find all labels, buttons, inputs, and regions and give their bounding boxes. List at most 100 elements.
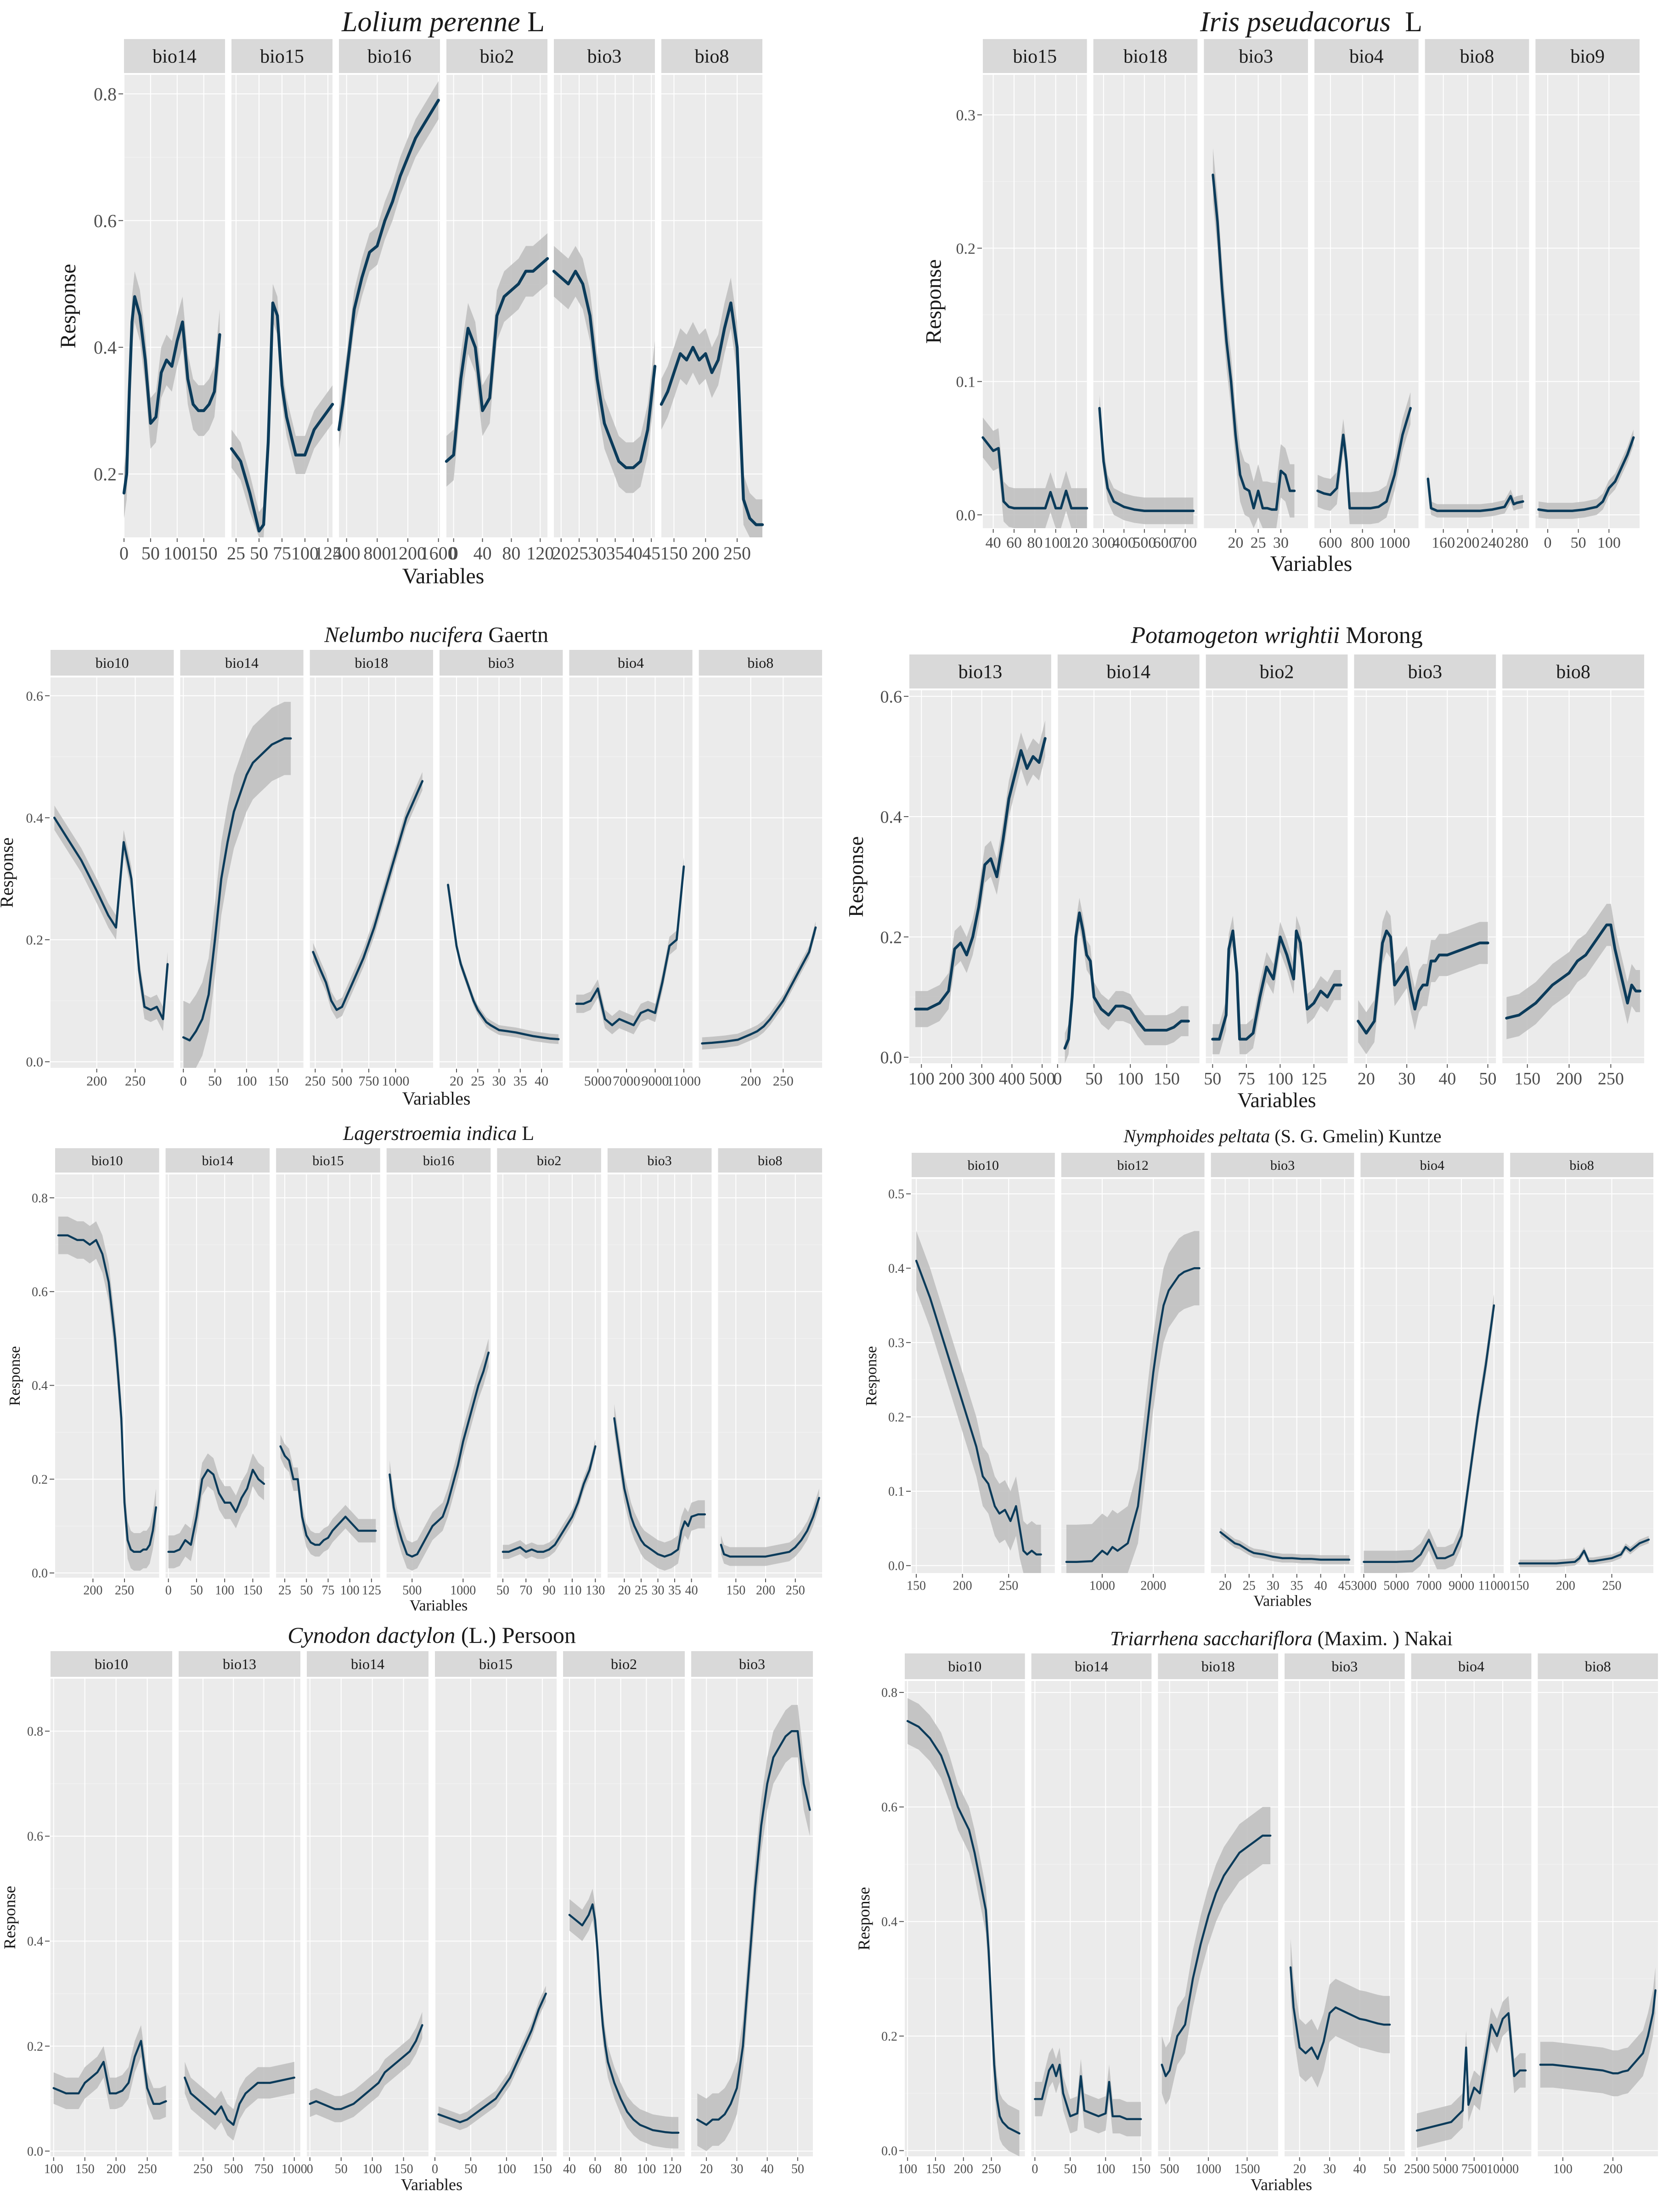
x-tick-label: 20 [1358,1069,1375,1089]
x-tick-label: 250 [125,1074,146,1089]
facet-strip [339,39,440,73]
facet-strip [1211,1153,1354,1177]
facet-strip-label: bio2 [1260,662,1294,683]
response-line [568,1903,680,2134]
x-tick-label: 250 [723,543,751,564]
confidence-band [446,233,547,487]
chart-title: Triarrhena sacchariflora (Maxim. ) Nakai [1110,1627,1453,1650]
x-tick-label: 5000 [1383,1579,1409,1593]
x-tick-label: 10000 [1487,2162,1519,2177]
x-tick-label: 500 [332,1074,352,1089]
response-line [1363,1304,1495,1563]
x-tick-label: 80 [614,2162,627,2177]
facet-strip-label: bio15 [260,46,304,68]
x-tick-label: 100 [363,2162,382,2177]
facet-panel [1360,1179,1504,1573]
facet-strip [691,1651,813,1677]
facet-strip-label: bio2 [537,1153,561,1168]
facet-strip-label: bio14 [1075,1658,1108,1675]
chart-8: Triarrhena sacchariflora (Maxim. ) Nakai… [855,1627,1658,2194]
facet-bio18: bio18 500 1000 1500 [1158,1653,1278,2177]
x-tick-label: 75 [1238,1069,1255,1089]
response-line [1518,1538,1650,1565]
x-tick-label: 600 [1153,534,1177,551]
facet-strip-label: bio14 [225,654,259,671]
x-tick-label: 200 [107,2162,126,2177]
response-line [1505,923,1641,1020]
facet-strip [435,1651,557,1677]
facet-strip [231,39,333,73]
facet-bio2: bio2 50 75 100 125 [1204,654,1348,1089]
response-line [1357,929,1489,1035]
chart-title: Cynodon dactylon (L.) Persoon [288,1622,576,1648]
x-tick-label: 2500 [1404,2162,1430,2177]
x-tick-label: 100 [236,1074,257,1089]
response-line [552,270,657,469]
x-tick-label: 150 [926,2162,945,2177]
x-tick-label: 5000 [1432,2162,1458,2177]
confidence-band [1428,472,1523,518]
facet-bio4: bio4 3000 5000 7000 9000 11000 [1351,1153,1510,1593]
x-tick-label: 100 [291,543,319,564]
x-axis-label: Variables [1270,552,1353,576]
x-tick-label: 25 [570,543,588,564]
x-tick-label: 130 [586,1584,605,1598]
response-line [1219,1531,1351,1561]
facet-strip [1093,39,1198,73]
x-tick-label: 75 [273,543,291,564]
x-tick-label: 11000 [667,1074,701,1089]
facet-bio9: bio9 0 50 100 [1535,39,1640,551]
confidence-band [58,1216,156,1571]
response-line [981,436,1088,510]
x-tick-label: 30 [1398,1069,1415,1089]
x-tick-label: 1000 [1379,534,1410,551]
facet-bio13: bio13 100 200 300 400 500 [908,654,1055,1089]
facet-bio3: bio3 20 25 30 35 40 45 [552,39,660,564]
x-tick-label: 100 [497,2162,516,2177]
x-tick-label: 500 [1133,534,1156,551]
y-axis-label: Response [855,1887,873,1951]
facet-strip [905,1653,1025,1679]
chart-title: Iris pseudacorus L [1200,6,1422,38]
x-axis-label: Variables [1237,1089,1316,1112]
facet-strip-label: bio18 [1201,1658,1235,1675]
x-tick-label: 1600 [420,543,457,564]
response-line [182,737,292,1042]
facet-strip [1425,39,1529,73]
x-tick-label: 100 [637,2162,656,2177]
x-tick-label: 60 [589,2162,602,2177]
response-line [53,817,169,1021]
facet-panel [1204,75,1308,528]
x-tick-label: 125 [1301,1069,1327,1089]
x-tick-label: 30 [1323,2162,1336,2177]
response-line [701,926,817,1045]
facet-strip [607,1148,712,1173]
chart-title: Lagerstroemia indica L [343,1122,534,1145]
facet-panel [718,1174,822,1578]
x-tick-label: 100 [1044,534,1067,551]
facet-strip-label: bio18 [1123,46,1167,68]
x-tick-label: 1000 [1195,2162,1221,2177]
facet-panel [1211,1179,1354,1573]
x-tick-label: 250 [982,2162,1001,2177]
x-tick-label: 40 [1314,1579,1327,1593]
x-tick-label: 0 [1053,1069,1062,1089]
y-axis-label: Response [56,264,80,349]
y-tick-label: 0.1 [888,1485,904,1499]
facet-strip [983,39,1087,73]
facet-bio3: bio3 20 30 40 50 [1354,654,1497,1089]
confidence-band [1506,903,1640,1039]
x-tick-label: 150 [190,543,218,564]
x-tick-label: 40 [1438,1069,1456,1089]
facet-strip-label: bio4 [1458,1658,1484,1675]
response-line [389,1351,490,1558]
x-tick-label: 50 [464,2162,477,2177]
y-tick-label: 0.8 [94,84,117,104]
x-tick-label: 30 [730,2162,743,2177]
response-line [906,1720,1020,2135]
y-tick-label: 0.4 [32,1379,48,1393]
x-tick-label: 250 [773,1074,794,1089]
